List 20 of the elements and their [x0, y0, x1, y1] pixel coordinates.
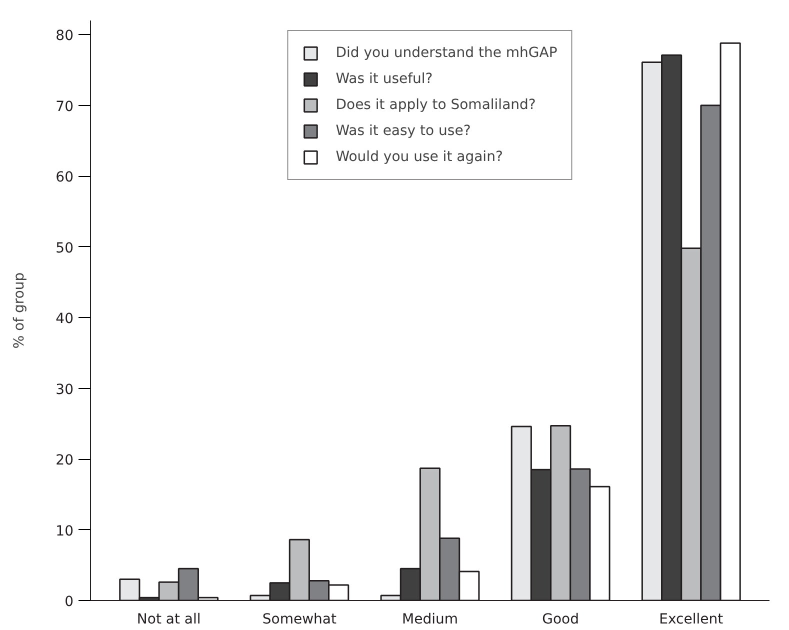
legend-label: Would you use it again? — [336, 149, 503, 165]
y-tick-label: 40 — [56, 311, 74, 328]
x-tick-label: Excellent — [659, 612, 724, 628]
y-axis-title: % of group — [12, 272, 28, 349]
y-tick-label: 50 — [56, 240, 74, 256]
y-tick-label: 80 — [56, 28, 74, 44]
y-tick-label: 30 — [56, 382, 74, 398]
legend-label: Was it useful? — [336, 71, 433, 87]
x-tick-label: Good — [542, 612, 580, 628]
legend-label: Did you understand the mhGAP — [336, 45, 558, 61]
y-tick-label: 0 — [64, 594, 74, 610]
y-tick-label: 20 — [56, 452, 74, 469]
y-tick-label: 10 — [56, 523, 74, 540]
legend-label: Was it easy to use? — [336, 123, 471, 139]
x-tick-label: Somewhat — [262, 612, 337, 628]
x-tick-label: Not at all — [136, 612, 201, 628]
x-tick-label: Medium — [402, 612, 458, 628]
legend-label: Does it apply to Somaliland? — [336, 97, 536, 113]
y-tick-label: 60 — [56, 170, 74, 186]
y-tick-label: 70 — [56, 98, 74, 115]
